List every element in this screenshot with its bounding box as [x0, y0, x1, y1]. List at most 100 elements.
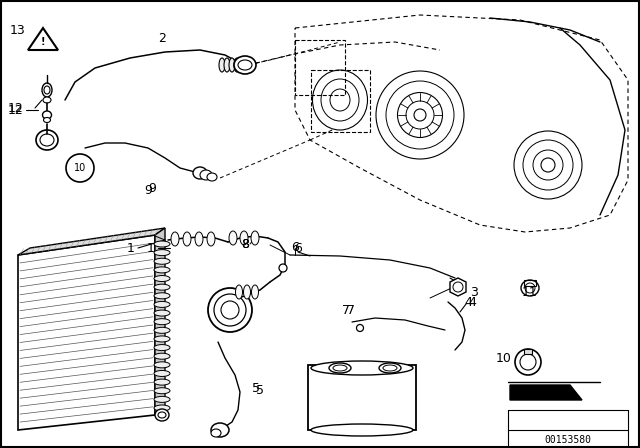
- Ellipse shape: [252, 285, 259, 299]
- Text: 13: 13: [10, 23, 26, 36]
- Ellipse shape: [154, 250, 170, 256]
- Ellipse shape: [219, 58, 225, 72]
- Ellipse shape: [386, 81, 454, 149]
- Ellipse shape: [44, 117, 51, 122]
- Text: 00153580: 00153580: [545, 435, 591, 445]
- Bar: [295, 40, 345, 95]
- Ellipse shape: [183, 232, 191, 246]
- Ellipse shape: [383, 365, 397, 371]
- Ellipse shape: [43, 97, 51, 103]
- Circle shape: [520, 354, 536, 370]
- Text: 6: 6: [291, 241, 299, 254]
- Ellipse shape: [208, 288, 252, 332]
- Ellipse shape: [221, 301, 239, 319]
- Circle shape: [66, 154, 94, 182]
- Bar: [308, 365, 416, 430]
- Ellipse shape: [376, 71, 464, 159]
- Ellipse shape: [312, 70, 367, 130]
- Ellipse shape: [154, 345, 170, 351]
- Ellipse shape: [211, 429, 221, 437]
- Polygon shape: [450, 278, 466, 296]
- Ellipse shape: [321, 79, 359, 121]
- Ellipse shape: [154, 379, 170, 385]
- Text: 4: 4: [464, 296, 472, 309]
- Ellipse shape: [234, 56, 256, 74]
- Polygon shape: [18, 228, 165, 255]
- Text: 9: 9: [148, 181, 156, 194]
- Ellipse shape: [155, 409, 169, 421]
- Ellipse shape: [397, 92, 442, 138]
- Ellipse shape: [154, 284, 170, 290]
- Ellipse shape: [279, 264, 287, 272]
- Ellipse shape: [229, 231, 237, 245]
- Text: 10: 10: [496, 352, 512, 365]
- Text: 9: 9: [144, 184, 152, 197]
- Ellipse shape: [42, 111, 51, 119]
- Ellipse shape: [154, 405, 170, 411]
- Ellipse shape: [214, 294, 246, 326]
- Ellipse shape: [453, 282, 463, 292]
- Ellipse shape: [541, 158, 555, 172]
- Polygon shape: [28, 28, 58, 50]
- Text: 7: 7: [347, 303, 355, 316]
- Ellipse shape: [379, 363, 401, 373]
- Circle shape: [515, 349, 541, 375]
- Ellipse shape: [207, 232, 215, 246]
- Ellipse shape: [154, 319, 170, 325]
- Text: 3: 3: [470, 285, 478, 298]
- Text: !: !: [41, 37, 45, 47]
- Text: 7: 7: [342, 303, 350, 316]
- Ellipse shape: [533, 150, 563, 180]
- Ellipse shape: [356, 324, 364, 332]
- Bar: [524, 349, 532, 354]
- Ellipse shape: [234, 58, 240, 72]
- Text: 1: 1: [147, 241, 155, 254]
- Ellipse shape: [333, 365, 347, 371]
- Ellipse shape: [514, 131, 582, 199]
- Ellipse shape: [229, 58, 235, 72]
- Ellipse shape: [36, 130, 58, 150]
- Ellipse shape: [200, 170, 212, 180]
- Ellipse shape: [207, 173, 217, 181]
- Ellipse shape: [154, 353, 170, 359]
- Ellipse shape: [193, 167, 207, 179]
- Ellipse shape: [154, 302, 170, 307]
- Ellipse shape: [243, 285, 250, 299]
- Ellipse shape: [42, 83, 52, 97]
- Text: 5: 5: [252, 382, 260, 395]
- Ellipse shape: [154, 258, 170, 264]
- Ellipse shape: [236, 285, 243, 299]
- Text: 11: 11: [522, 285, 538, 298]
- Ellipse shape: [330, 89, 350, 111]
- Polygon shape: [510, 385, 582, 400]
- Ellipse shape: [154, 276, 170, 281]
- Ellipse shape: [154, 388, 170, 394]
- Ellipse shape: [154, 241, 170, 247]
- Ellipse shape: [154, 370, 170, 376]
- Ellipse shape: [239, 58, 245, 72]
- Ellipse shape: [154, 362, 170, 368]
- Text: 5: 5: [256, 383, 264, 396]
- Ellipse shape: [238, 60, 252, 70]
- Text: 4: 4: [468, 296, 476, 309]
- Text: 1: 1: [127, 241, 135, 254]
- Bar: [524, 280, 536, 286]
- Ellipse shape: [44, 86, 50, 94]
- Ellipse shape: [211, 423, 229, 437]
- Ellipse shape: [414, 109, 426, 121]
- Ellipse shape: [154, 267, 170, 273]
- Text: 8: 8: [241, 237, 249, 250]
- Ellipse shape: [154, 310, 170, 316]
- Ellipse shape: [154, 336, 170, 342]
- Text: 10: 10: [74, 163, 86, 173]
- Ellipse shape: [311, 424, 413, 436]
- Ellipse shape: [311, 361, 413, 375]
- Text: 12: 12: [8, 103, 24, 116]
- Ellipse shape: [521, 280, 539, 296]
- Ellipse shape: [240, 231, 248, 245]
- Ellipse shape: [224, 58, 230, 72]
- Polygon shape: [155, 228, 165, 415]
- Ellipse shape: [251, 231, 259, 245]
- Ellipse shape: [171, 232, 179, 246]
- Text: 12: 12: [8, 102, 24, 115]
